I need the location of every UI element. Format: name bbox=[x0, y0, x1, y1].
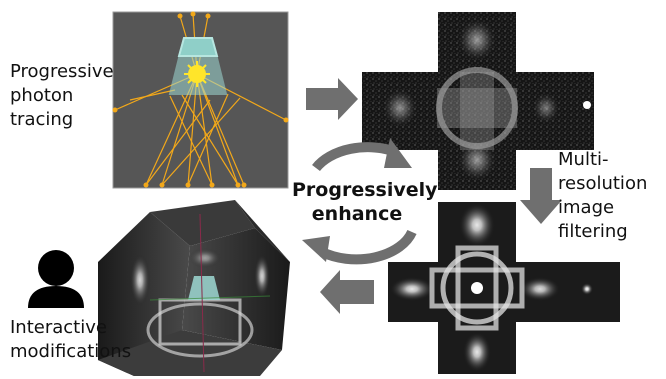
label-line: Progressively bbox=[292, 179, 438, 201]
arrow-left-icon bbox=[320, 270, 374, 314]
label-line: photon bbox=[10, 85, 74, 106]
label-line: tracing bbox=[10, 109, 74, 130]
label-line: enhance bbox=[311, 203, 403, 225]
filtering-label: Multi- resolution image filtering bbox=[558, 148, 647, 244]
arrow-right-icon bbox=[306, 78, 358, 120]
label-line: image bbox=[558, 197, 615, 218]
label-line: filtering bbox=[558, 221, 628, 242]
label-line: Multi- bbox=[558, 149, 609, 170]
photon-hits bbox=[112, 11, 289, 188]
label-line: Interactive bbox=[10, 317, 107, 338]
arrow-down-icon bbox=[520, 168, 562, 224]
photon-tracing-scene bbox=[112, 11, 289, 189]
cycle-arrows-icon bbox=[312, 142, 417, 265]
noisy-cubemap bbox=[362, 12, 594, 190]
interactive-label: Interactive modifications bbox=[10, 316, 131, 364]
photon-tracing-label: Progressive photon tracing bbox=[10, 60, 114, 132]
lamp-model bbox=[188, 276, 220, 300]
label-line: Progressive bbox=[10, 61, 114, 82]
label-line: modifications bbox=[10, 341, 132, 362]
user-icon bbox=[28, 250, 84, 308]
label-line: resolution bbox=[558, 173, 648, 194]
filtered-cubemap bbox=[388, 202, 620, 374]
progressive-enhance-label: Progressively enhance bbox=[292, 178, 438, 226]
room-render bbox=[98, 200, 290, 376]
